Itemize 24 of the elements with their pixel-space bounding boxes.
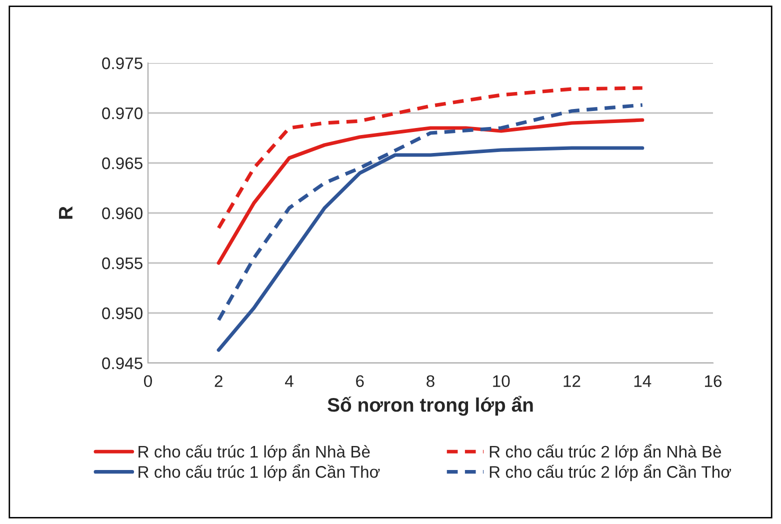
x-tick-label: 10	[493, 375, 510, 388]
x-axis-title: Số nơron trong lớp ẩn	[328, 396, 533, 416]
y-tick-label: 0.965	[102, 157, 142, 170]
line-series	[216, 86, 644, 230]
legend-label: R cho cấu trúc 2 lớp ẩn Nhà Bè	[490, 444, 722, 461]
x-tick-label: 14	[634, 375, 652, 387]
x-tick-label: 8	[426, 375, 434, 388]
legend-label: R cho cấu trúc 1 lớp ẩn Cần Thơ	[138, 464, 380, 482]
y-tick-label: 0.975	[102, 57, 142, 70]
legend-label: R cho cấu trúc 2 lớp ẩn Cần Thơ	[490, 464, 732, 482]
x-tick-label: 2	[214, 375, 222, 387]
y-tick-label: 0.955	[102, 257, 142, 270]
x-tick-label: 4	[285, 375, 294, 387]
y-tick-label: 0.970	[102, 107, 142, 120]
y-axis-title: R	[59, 206, 72, 219]
y-tick-label: 0.945	[102, 357, 142, 370]
legend-label: R cho cấu trúc 1 lớp ẩn Nhà Bè	[138, 444, 370, 461]
x-tick-label: 6	[356, 375, 364, 388]
x-tick-label: 16	[705, 375, 722, 388]
y-tick-label: 0.960	[102, 207, 142, 220]
x-tick-label: 0	[144, 375, 152, 388]
x-tick-label: 12	[564, 375, 580, 387]
line-series	[216, 118, 644, 265]
y-tick-label: 0.950	[102, 307, 142, 320]
